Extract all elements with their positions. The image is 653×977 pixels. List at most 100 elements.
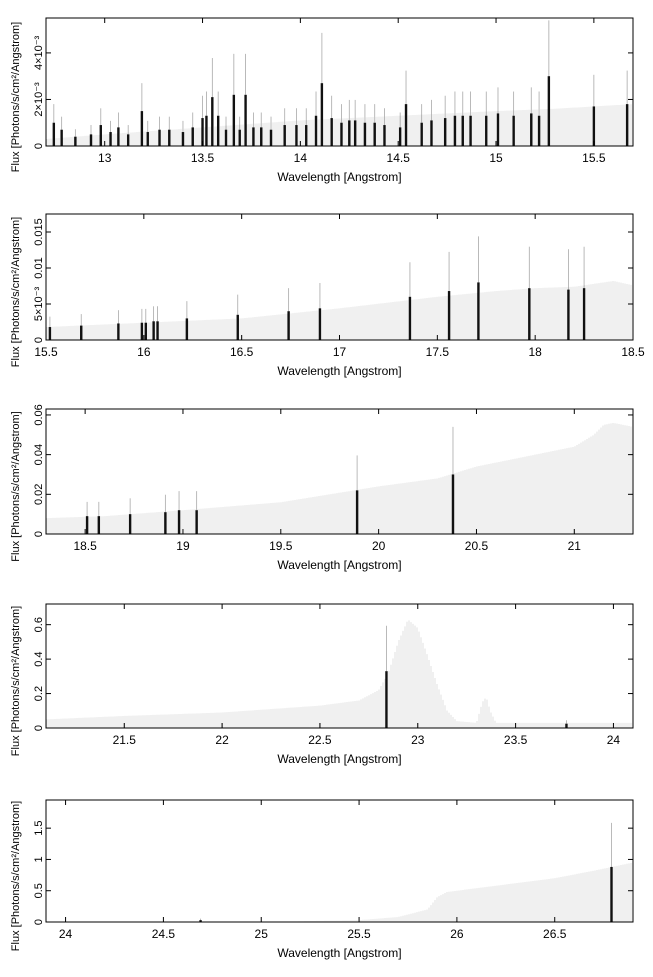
data-point: [144, 322, 147, 340]
x-tick-label: 24.5: [152, 927, 176, 941]
data-point: [211, 97, 214, 146]
chart-panel-1: 13 13.5 14 14.5 15 15.5 0 2×10⁻³ 4×10⁻³ Wavelengt…: [10, 17, 634, 184]
x-tick-label: 19: [176, 539, 190, 553]
data-point: [363, 122, 367, 146]
y-tick-label: 0.4: [33, 651, 45, 666]
data-point: [565, 723, 568, 728]
data-point: [199, 920, 202, 922]
y-tick-label: 0: [33, 531, 45, 537]
data-series: [385, 625, 568, 728]
x-tick-label: 18.5: [621, 345, 645, 359]
data-point: [295, 125, 298, 146]
data-point: [140, 111, 144, 146]
y-axis-label: Flux [Photons/s/cm²/Angstrom]: [10, 217, 22, 367]
data-point: [305, 125, 308, 146]
model-envelope: [46, 422, 632, 534]
y-tick-label: 2×10⁻³: [33, 82, 45, 117]
data-point: [610, 866, 613, 922]
data-point: [373, 122, 376, 146]
x-tick-label: 20: [372, 539, 386, 553]
x-tick-label: 23.5: [504, 733, 528, 747]
data-point: [252, 127, 255, 146]
data-point: [164, 512, 167, 534]
x-tick-label: 25: [255, 927, 269, 941]
y-tick-label: 4×10⁻³: [33, 35, 45, 70]
data-point: [236, 314, 239, 340]
x-tick-label: 20.5: [465, 539, 489, 553]
data-point: [451, 474, 455, 534]
data-point: [287, 311, 290, 340]
x-tick-label: 19.5: [269, 539, 293, 553]
plot-frame: [45, 17, 634, 147]
data-point: [156, 321, 159, 340]
data-point: [126, 134, 130, 146]
y-tick-label: 0.06: [33, 404, 45, 425]
x-axis-label: Wavelength [Angstrom]: [277, 558, 401, 572]
data-point: [185, 318, 189, 340]
data-point: [99, 125, 102, 146]
data-point: [238, 129, 241, 146]
data-point: [181, 132, 185, 146]
data-point: [430, 120, 433, 146]
data-point: [408, 296, 412, 340]
chart-panel-5: 24 24.5 25 25.5 26 26.5 0 0.5 1 1.5 Wavelength [An…: [10, 799, 634, 960]
data-point: [85, 516, 89, 534]
data-point: [567, 289, 570, 340]
y-tick-label: 0: [33, 725, 45, 731]
data-point: [625, 104, 629, 146]
data-point: [283, 125, 286, 146]
data-series: [199, 822, 613, 922]
data-point: [355, 490, 359, 534]
model-envelope: [288, 862, 632, 922]
x-tick-label: 21.5: [113, 733, 137, 747]
data-point: [404, 104, 408, 146]
data-point: [80, 325, 83, 340]
x-axis-label: Wavelength [Angstrom]: [277, 752, 401, 766]
x-tick-label: 13: [98, 151, 112, 165]
model-envelope: [46, 281, 632, 340]
x-tick-label: 15: [489, 151, 503, 165]
data-point: [453, 115, 457, 146]
data-point: [74, 136, 77, 146]
y-tick-label: 0.02: [33, 484, 45, 505]
data-point: [477, 282, 480, 340]
x-axis-label: Wavelength [Angstrom]: [277, 946, 401, 960]
data-point: [244, 94, 247, 146]
data-point: [177, 510, 181, 534]
data-point: [128, 514, 132, 534]
y-axis-label: Flux [Photons/s/cm²/Angstrom]: [10, 606, 22, 756]
y-tick-label: 0: [33, 919, 45, 925]
x-tick-label: 17: [333, 345, 347, 359]
x-tick-label: 21: [568, 539, 582, 553]
y-tick-label: 0.01: [33, 257, 45, 278]
x-tick-label: 15.5: [34, 345, 58, 359]
x-tick-label: 13.5: [191, 151, 215, 165]
data-point: [117, 323, 120, 340]
x-tick-label: 26: [450, 927, 464, 941]
y-tick-label: 0.04: [33, 444, 45, 465]
data-point: [314, 115, 318, 146]
data-point: [232, 94, 236, 146]
data-point: [330, 118, 333, 146]
x-tick-label: 18: [528, 345, 542, 359]
data-point: [537, 115, 541, 146]
data-point: [385, 671, 388, 728]
data-point: [158, 129, 161, 146]
y-tick-label: 0.5: [33, 883, 45, 898]
data-point: [97, 516, 101, 534]
x-tick-label: 22.5: [308, 733, 332, 747]
data-point: [168, 129, 171, 146]
data-point: [201, 118, 204, 146]
x-tick-label: 14: [294, 151, 308, 165]
x-tick-label: 16: [137, 345, 151, 359]
x-tick-label: 16.5: [230, 345, 254, 359]
x-axis-label: Wavelength [Angstrom]: [277, 364, 401, 378]
x-axis-label: Wavelength [Angstrom]: [277, 170, 401, 184]
x-tick-label: 26.5: [543, 927, 567, 941]
y-tick-label: 0.6: [33, 617, 45, 632]
data-point: [52, 122, 56, 146]
y-tick-label: 1: [33, 856, 45, 862]
chart-panel-3: 18.5 19 19.5 20 20.5 21 0 0.02 0.04 0.06 Wavelengt…: [10, 404, 634, 572]
data-point: [320, 83, 324, 146]
data-point: [496, 113, 500, 146]
